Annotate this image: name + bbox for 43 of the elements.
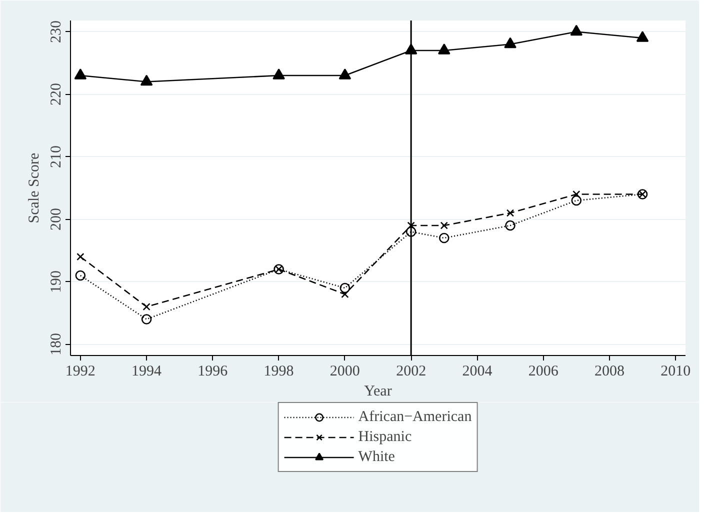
legend-label: African−American (358, 408, 472, 426)
y-tick-label: 230 (48, 20, 64, 43)
point (438, 232, 450, 244)
y-axis-title: Scale Score (26, 152, 42, 224)
legend-label: Hispanic (358, 428, 412, 446)
point (338, 68, 352, 80)
x-tick-label: 2008 (594, 364, 624, 380)
point (142, 302, 150, 311)
point (141, 314, 152, 324)
x-tick-label: 1994 (132, 364, 162, 380)
point (272, 68, 285, 80)
point (340, 282, 350, 294)
y-tick-label: 210 (48, 146, 64, 168)
x-axis-title: Year (364, 384, 392, 400)
point (571, 195, 582, 206)
point (505, 220, 516, 231)
point (140, 74, 153, 86)
point (76, 252, 84, 261)
point (440, 222, 448, 230)
point (438, 44, 450, 54)
point (74, 68, 87, 80)
x-tick-label: 1996 (198, 364, 228, 380)
point (636, 31, 649, 42)
x-tick-label: 1998 (264, 364, 294, 380)
point (570, 24, 583, 36)
y-tick-label: 180 (48, 333, 64, 356)
point (572, 190, 580, 198)
point (341, 290, 349, 298)
legend-label: White (358, 448, 395, 466)
point (504, 37, 516, 48)
point (75, 270, 86, 281)
y-tick-label: 220 (48, 83, 64, 106)
x-tick-label: 2010 (660, 364, 691, 380)
x-tick-label: 2002 (396, 364, 426, 380)
x-tick-label: 2000 (330, 364, 360, 380)
point (407, 222, 415, 230)
point (406, 226, 416, 237)
x-tick-label: 1992 (65, 364, 96, 380)
x-tick-label: 2006 (528, 364, 559, 380)
y-tick-label: 200 (48, 208, 64, 230)
y-tick-label: 190 (48, 270, 64, 293)
x-tick-label: 2004 (462, 364, 493, 380)
point (506, 209, 514, 217)
